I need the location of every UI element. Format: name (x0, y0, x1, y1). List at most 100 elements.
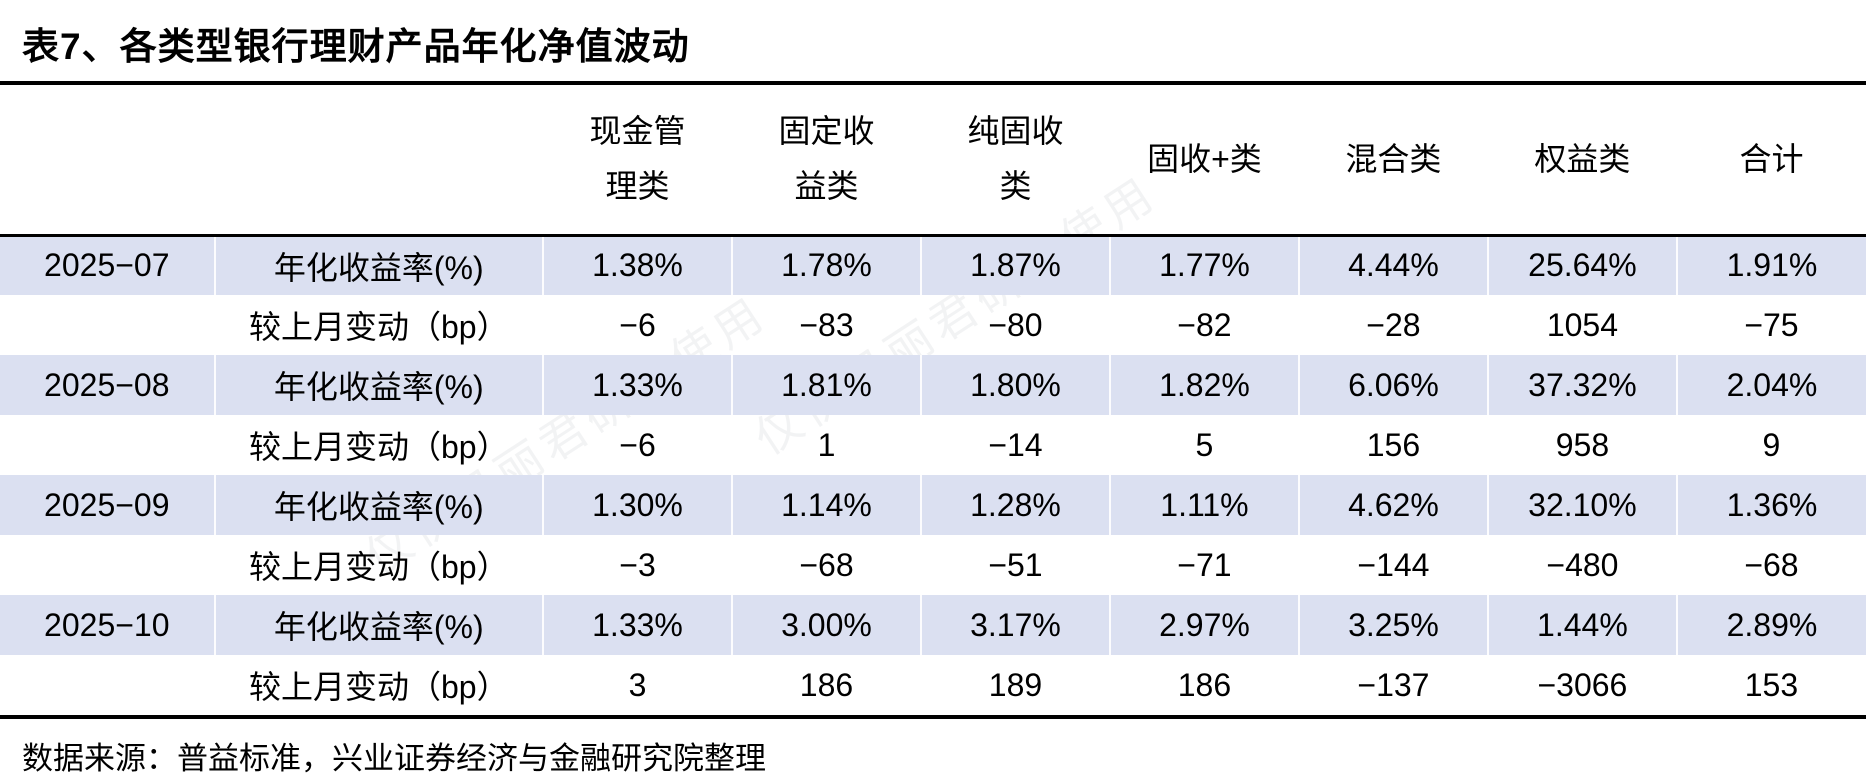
yield-value-cell: 1.14% (730, 475, 921, 535)
month-cell: 2025−10 (0, 595, 215, 655)
yield-value-cell: 1.77% (1108, 235, 1299, 295)
change-value-cell: −28 (1366, 306, 1421, 343)
column-header-cell: 固收+类 (1109, 85, 1299, 237)
column-header-line: 现金管 (589, 113, 686, 150)
yield-value-cell: 1.38% (542, 235, 732, 295)
row-label-cell: 年化收益率(%) (213, 475, 543, 535)
change-value-cell: −68 (799, 546, 854, 583)
column-header-cell: 固定收 益类 (731, 85, 921, 237)
column-header-line: 混合类 (1345, 140, 1442, 177)
yield-value-cell: 2.97% (1108, 595, 1299, 655)
change-value-cell: 186 (1177, 666, 1232, 703)
row-label-cell: 年化收益率(%) (213, 595, 543, 655)
change-value-cell: −51 (988, 546, 1043, 583)
yield-value-cell: 1.30% (542, 475, 732, 535)
column-header-cell: 现金管 理类 (543, 85, 732, 237)
column-header-cell: 纯固收类 (920, 85, 1110, 237)
change-value-cell: −137 (1357, 666, 1430, 703)
change-value-cell: 958 (1555, 426, 1610, 463)
table-header-row: 现金管 理类 固定收 益类 纯固收类固收+类 混合类 权益类 合计 (0, 85, 1866, 237)
change-value-cell: 1 (817, 426, 836, 463)
row-label-cell: 较上月变动（bp） (248, 669, 509, 705)
column-header-line: 合计 (1739, 140, 1804, 177)
change-value-cell: −3066 (1537, 666, 1628, 703)
change-value-cell: 156 (1366, 426, 1421, 463)
yield-value-cell: 1.28% (919, 475, 1110, 535)
change-value-cell: 3 (628, 666, 647, 703)
yield-value-cell: 3.17% (919, 595, 1110, 655)
change-value-cell: −75 (1744, 306, 1799, 343)
change-row: 较上月变动（bp） 3 186 189 186 −137 −3066 153 (0, 655, 1866, 715)
column-header-line: 固收+类 (1147, 140, 1262, 177)
change-value-cell: 189 (988, 666, 1043, 703)
change-value-cell: −6 (619, 306, 656, 343)
yield-value-cell: 25.64% (1486, 235, 1677, 295)
table-body: 2025−07 年化收益率(%) 1.38% 1.78% 1.87% 1.77% 4.44%… (0, 235, 1866, 715)
change-value-cell: −3 (619, 546, 656, 583)
change-row: 较上月变动（bp） −6 −83 −80 −82 −28 1054 −75 (0, 295, 1866, 355)
yield-row: 2025−08 年化收益率(%) 1.33% 1.81% 1.80% 1.82% 6.06%… (0, 355, 1866, 415)
change-value-cell: −6 (619, 426, 656, 463)
yield-value-cell: 32.10% (1486, 475, 1677, 535)
header-spacer-label (214, 85, 543, 237)
column-header-line: 固定收 (778, 113, 875, 150)
yield-value-cell: 1.87% (919, 235, 1110, 295)
title-divider (0, 81, 1866, 85)
yield-row: 2025−07 年化收益率(%) 1.38% 1.78% 1.87% 1.77% 4.44%… (0, 235, 1866, 295)
change-value-cell: −83 (799, 306, 854, 343)
table-title: 表7、各类型银行理财产品年化净值波动 (22, 26, 690, 67)
yield-row: 2025−10 年化收益率(%) 1.33% 3.00% 3.17% 2.97% 3.25%… (0, 595, 1866, 655)
yield-value-cell: 1.33% (542, 595, 732, 655)
yield-value-cell: 1.78% (730, 235, 921, 295)
change-value-cell: −68 (1744, 546, 1799, 583)
change-value-cell: −144 (1357, 546, 1430, 583)
month-cell-empty (0, 655, 215, 715)
change-row: 较上月变动（bp） −3 −68 −51 −71 −144 −480 −68 (0, 535, 1866, 595)
yield-value-cell: 37.32% (1486, 355, 1677, 415)
yield-value-cell: 6.06% (1297, 355, 1488, 415)
month-cell: 2025−09 (0, 475, 215, 535)
change-value-cell: 9 (1762, 426, 1781, 463)
row-label-cell: 年化收益率(%) (213, 355, 543, 415)
column-header-cell: 合计 (1676, 85, 1866, 237)
month-cell-empty (0, 295, 215, 355)
change-row: 较上月变动（bp） −6 1 −14 5 156 958 9 (0, 415, 1866, 475)
change-value-cell: −480 (1546, 546, 1619, 583)
month-cell-empty (0, 415, 215, 475)
column-header-cell: 混合类 (1298, 85, 1488, 237)
change-value-cell: −82 (1177, 306, 1232, 343)
change-value-cell: 153 (1744, 666, 1799, 703)
column-header-line: 理类 (605, 168, 670, 205)
row-label-cell: 较上月变动（bp） (248, 309, 509, 345)
yield-value-cell: 4.44% (1297, 235, 1488, 295)
yield-value-cell: 1.81% (730, 355, 921, 415)
yield-row: 2025−09 年化收益率(%) 1.30% 1.14% 1.28% 1.11% 4.62%… (0, 475, 1866, 535)
change-value-cell: 1054 (1546, 306, 1618, 343)
yield-value-cell: 1.33% (542, 355, 732, 415)
yield-value-cell: 2.04% (1675, 355, 1866, 415)
yield-value-cell: 4.62% (1297, 475, 1488, 535)
row-label-cell: 较上月变动（bp） (248, 549, 509, 585)
yield-value-cell: 1.36% (1675, 475, 1866, 535)
table-header: 现金管 理类 固定收 益类 纯固收类固收+类 混合类 权益类 合计 (0, 85, 1866, 237)
change-value-cell: 5 (1195, 426, 1214, 463)
yield-value-cell: 1.44% (1486, 595, 1677, 655)
column-header-line: 纯固收 (967, 113, 1064, 150)
yield-value-cell: 2.89% (1675, 595, 1866, 655)
yield-value-cell: 1.11% (1108, 475, 1299, 535)
yield-value-cell: 3.00% (730, 595, 921, 655)
column-header-line: 益类 (794, 168, 859, 205)
month-cell: 2025−08 (0, 355, 215, 415)
change-value-cell: −14 (988, 426, 1043, 463)
yield-value-cell: 1.82% (1108, 355, 1299, 415)
yield-value-cell: 1.91% (1675, 235, 1866, 295)
column-header-line: 权益类 (1534, 140, 1631, 177)
change-value-cell: 186 (799, 666, 854, 703)
column-header-cell: 权益类 (1487, 85, 1677, 237)
header-spacer-date (0, 85, 215, 237)
data-source-note: 数据来源：普益标准，兴业证券经济与金融研究院整理 (22, 741, 766, 776)
month-cell: 2025−07 (0, 235, 215, 295)
month-cell-empty (0, 535, 215, 595)
row-label-cell: 年化收益率(%) (213, 235, 543, 295)
